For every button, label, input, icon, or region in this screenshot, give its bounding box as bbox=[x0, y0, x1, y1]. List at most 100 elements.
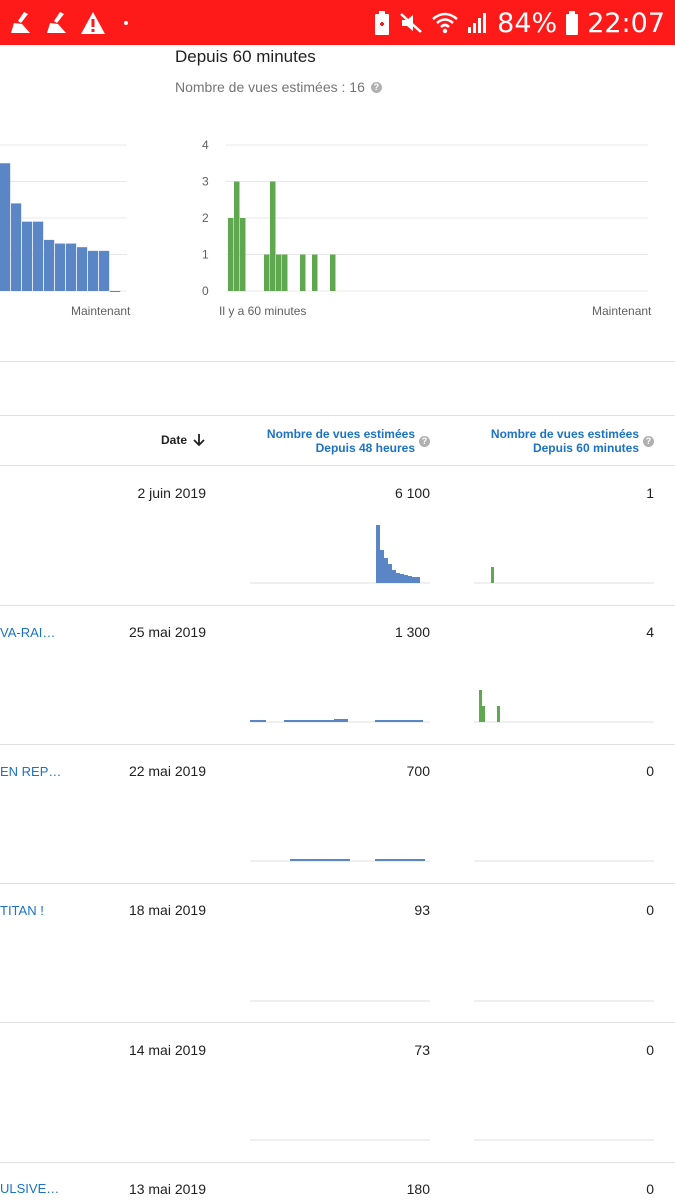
bar bbox=[22, 221, 33, 291]
bar bbox=[270, 181, 276, 291]
bar bbox=[330, 254, 336, 291]
y-tick-label: 3 bbox=[202, 175, 209, 189]
views60-header[interactable]: Nombre de vues estimées Depuis 60 minute… bbox=[460, 427, 654, 455]
row-title[interactable]: VA-RAI… bbox=[0, 625, 56, 640]
bar bbox=[88, 250, 99, 291]
table-top-divider bbox=[0, 415, 675, 416]
row-views60: 1 bbox=[646, 485, 654, 501]
y-tick-label: 0 bbox=[202, 284, 209, 298]
right-chart-start-label: Il y a 60 minutes bbox=[219, 304, 307, 318]
bar bbox=[240, 218, 246, 291]
header-divider bbox=[0, 465, 675, 466]
spark-60min bbox=[474, 1139, 654, 1141]
bar bbox=[0, 163, 11, 291]
battery-saver-icon bbox=[375, 11, 390, 35]
views60-header-text: Nombre de vues estimées Depuis 60 minute… bbox=[491, 427, 639, 455]
date-sort-header[interactable]: Date bbox=[161, 433, 205, 447]
bar bbox=[33, 221, 44, 291]
arrow-down-icon bbox=[193, 434, 205, 447]
row-views48: 700 bbox=[406, 763, 430, 779]
bar bbox=[300, 254, 306, 291]
left-chart-end-label: Maintenant bbox=[71, 304, 131, 318]
bar bbox=[276, 254, 282, 291]
spark-48h bbox=[250, 1000, 430, 1002]
row-views60: 0 bbox=[646, 902, 654, 918]
wifi-icon bbox=[432, 12, 458, 34]
row-divider bbox=[0, 883, 675, 884]
broom-icon bbox=[47, 12, 66, 33]
row-date: 2 juin 2019 bbox=[137, 485, 206, 501]
row-divider bbox=[0, 744, 675, 745]
row-views60: 0 bbox=[646, 1042, 654, 1058]
mute-icon bbox=[400, 13, 423, 33]
battery-icon bbox=[566, 11, 579, 35]
bar bbox=[66, 243, 77, 291]
help-icon[interactable]: ? bbox=[370, 81, 382, 93]
spark-60min bbox=[474, 860, 654, 862]
row-divider bbox=[0, 1162, 675, 1163]
views48-header-line1: Nombre de vues estimées bbox=[266, 427, 415, 441]
row-title[interactable]: EN REP… bbox=[0, 764, 62, 779]
right-chart-end-label: Maintenant bbox=[592, 304, 652, 318]
spark-48h bbox=[250, 525, 430, 584]
signal-icon bbox=[468, 13, 487, 33]
spark-60min bbox=[474, 567, 654, 584]
warning-icon bbox=[81, 12, 105, 34]
help-icon[interactable]: ? bbox=[643, 435, 654, 447]
views48-header-line2: Depuis 48 heures bbox=[315, 441, 415, 455]
dot-icon bbox=[124, 21, 128, 25]
section-divider bbox=[0, 361, 675, 362]
row-date: 22 mai 2019 bbox=[128, 763, 206, 779]
spark-48h bbox=[250, 719, 430, 723]
views60-header-line1: Nombre de vues estimées bbox=[490, 427, 639, 441]
row-views60: 4 bbox=[646, 624, 654, 640]
bar bbox=[312, 254, 318, 291]
row-views60: 0 bbox=[646, 763, 654, 779]
bar bbox=[99, 250, 110, 291]
row-views48: 1 300 bbox=[394, 624, 430, 640]
estimated-views-label: Nombre de vues estimées : 16 bbox=[175, 79, 365, 95]
spark-60min bbox=[474, 1000, 654, 1002]
bar bbox=[228, 218, 234, 291]
row-views60: 0 bbox=[646, 1181, 654, 1197]
row-divider bbox=[0, 605, 675, 606]
status-left-icons bbox=[8, 9, 136, 37]
row-date: 14 mai 2019 bbox=[128, 1042, 206, 1058]
views48-header-text: Nombre de vues estimées Depuis 48 heures bbox=[267, 427, 415, 455]
status-bar: 84% 22:07 bbox=[0, 0, 675, 45]
bar bbox=[234, 181, 240, 291]
row-date: 13 mai 2019 bbox=[128, 1181, 206, 1197]
row-views48: 180 bbox=[406, 1181, 430, 1197]
row-title[interactable]: ULSIVE… bbox=[0, 1181, 60, 1196]
spark-60min bbox=[474, 690, 654, 723]
estimated-views: Nombre de vues estimées : 16 ? bbox=[175, 79, 382, 95]
clock: 22:07 bbox=[587, 7, 665, 39]
views48-header[interactable]: Nombre de vues estimées Depuis 48 heures… bbox=[240, 427, 430, 455]
row-date: 18 mai 2019 bbox=[128, 902, 206, 918]
y-tick-label: 4 bbox=[202, 138, 209, 152]
spark-48h bbox=[250, 859, 430, 862]
realtime-title: Depuis 60 minutes bbox=[175, 47, 316, 66]
date-header-label: Date bbox=[161, 433, 188, 447]
row-views48: 73 bbox=[414, 1042, 430, 1058]
views-48h-chart bbox=[0, 144, 127, 292]
bar bbox=[110, 291, 121, 292]
row-divider bbox=[0, 1022, 675, 1023]
row-title[interactable]: TITAN ! bbox=[0, 903, 44, 918]
views60-header-line2: Depuis 60 minutes bbox=[532, 441, 639, 455]
spark-48h bbox=[250, 1139, 430, 1141]
help-icon[interactable]: ? bbox=[419, 435, 430, 447]
y-tick-label: 1 bbox=[202, 248, 209, 262]
bar bbox=[264, 254, 270, 291]
y-tick-label: 2 bbox=[202, 211, 209, 225]
bar bbox=[282, 254, 288, 291]
broom-icon bbox=[11, 12, 30, 33]
row-views48: 6 100 bbox=[394, 485, 430, 501]
views-60min-chart: 0 1 2 3 4 bbox=[202, 138, 648, 298]
bar bbox=[44, 239, 55, 291]
bar bbox=[11, 203, 22, 291]
battery-percent: 84% bbox=[497, 7, 558, 39]
row-date: 25 mai 2019 bbox=[128, 624, 206, 640]
status-right-icons: 84% 22:07 bbox=[373, 4, 665, 42]
bar bbox=[77, 247, 88, 291]
